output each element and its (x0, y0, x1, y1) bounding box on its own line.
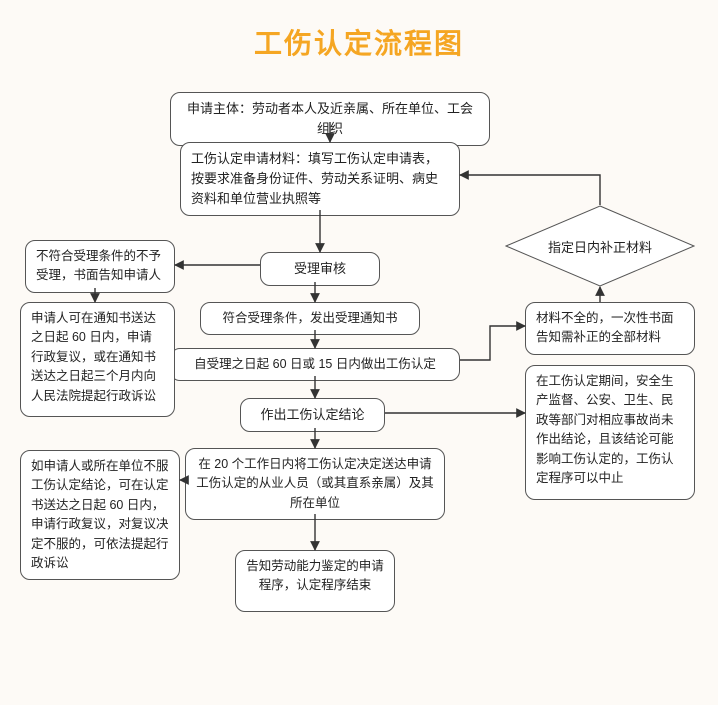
page-title: 工伤认定流程图 (0, 22, 718, 62)
node-application-materials: 工伤认定申请材料：填写工伤认定申请表，按要求准备身份证件、劳动关系证明、病史资料… (180, 142, 460, 216)
node-supplement-deadline-label: 指定日内补正材料 (505, 205, 695, 287)
node-admin-review-1: 申请人可在通知书送达之日起 60 日内，申请行政复议，或在通知书送达之日起三个月… (20, 302, 175, 417)
node-reject-acceptance: 不符合受理条件的不予受理，书面告知申请人 (25, 240, 175, 293)
node-admin-review-2: 如申请人或所在单位不服工伤认定结论，可在认定书送达之日起 60 日内，申请行政复… (20, 450, 180, 580)
edge-nR1-n2 (460, 175, 600, 205)
node-suspend-procedure: 在工伤认定期间，安全生产监督、公安、卫生、民政等部门对相应事故尚未作出结论，且该… (525, 365, 695, 500)
node-deliver-decision: 在 20 个工作日内将工伤认定决定送达申请工伤认定的从业人员（或其直系亲属）及其… (185, 448, 445, 520)
node-make-conclusion: 作出工伤认定结论 (240, 398, 385, 432)
node-incomplete-materials: 材料不全的，一次性书面告知需补正的全部材料 (525, 302, 695, 355)
edge-n5-nR2 (460, 326, 525, 360)
node-decision-period: 自受理之日起 60 日或 15 日内做出工伤认定 (170, 348, 460, 381)
node-procedure-end: 告知劳动能力鉴定的申请程序，认定程序结束 (235, 550, 395, 612)
node-applicant-subject: 申请主体：劳动者本人及近亲属、所在单位、工会组织 (170, 92, 490, 146)
node-acceptance-notice: 符合受理条件，发出受理通知书 (200, 302, 420, 335)
node-supplement-deadline: 指定日内补正材料 (505, 205, 695, 287)
node-acceptance-review: 受理审核 (260, 252, 380, 286)
